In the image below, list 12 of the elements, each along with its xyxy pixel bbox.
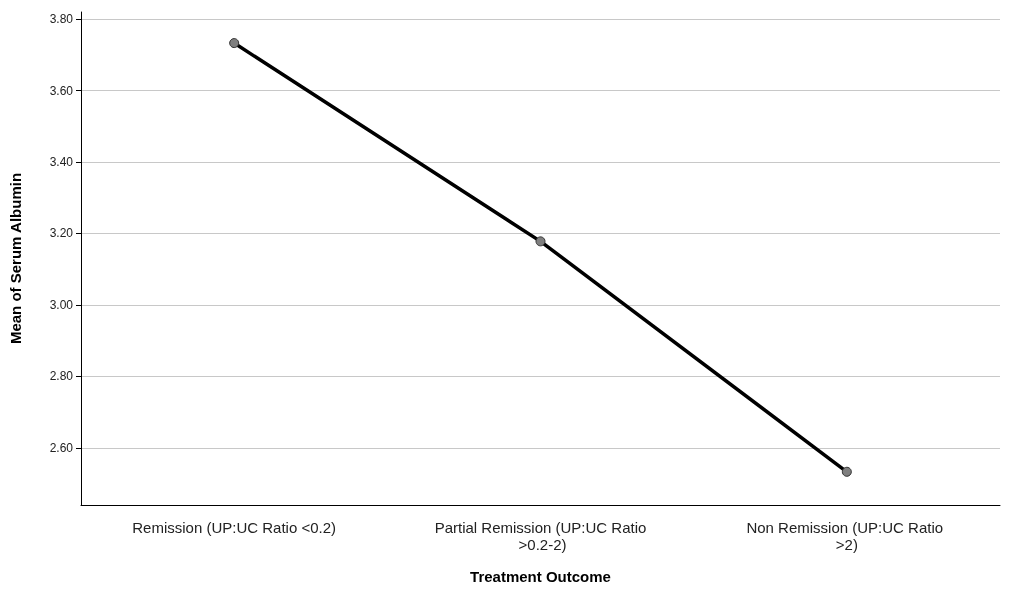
y-tick-label: 3.80 <box>49 12 74 27</box>
y-tick-label: 2.80 <box>49 369 74 384</box>
x-tick-label: Partial Remission (UP:UC Ratio >0.2-2) <box>434 519 647 553</box>
y-tick-label: 2.60 <box>49 440 74 455</box>
y-axis-title: Mean of Serum Albumin <box>7 172 24 345</box>
x-tick-label: Non Remission (UP:UC Ratio >2) <box>746 519 948 553</box>
y-tick-label: 3.40 <box>49 155 74 170</box>
x-axis-title: Treatment Outcome <box>470 568 611 585</box>
y-tick-label: 3.20 <box>49 226 74 241</box>
y-tick-label: 3.60 <box>49 83 74 98</box>
x-tick-label: Remission (UP:UC Ratio <0.2) <box>132 519 337 536</box>
y-tick-label: 3.00 <box>49 297 74 312</box>
